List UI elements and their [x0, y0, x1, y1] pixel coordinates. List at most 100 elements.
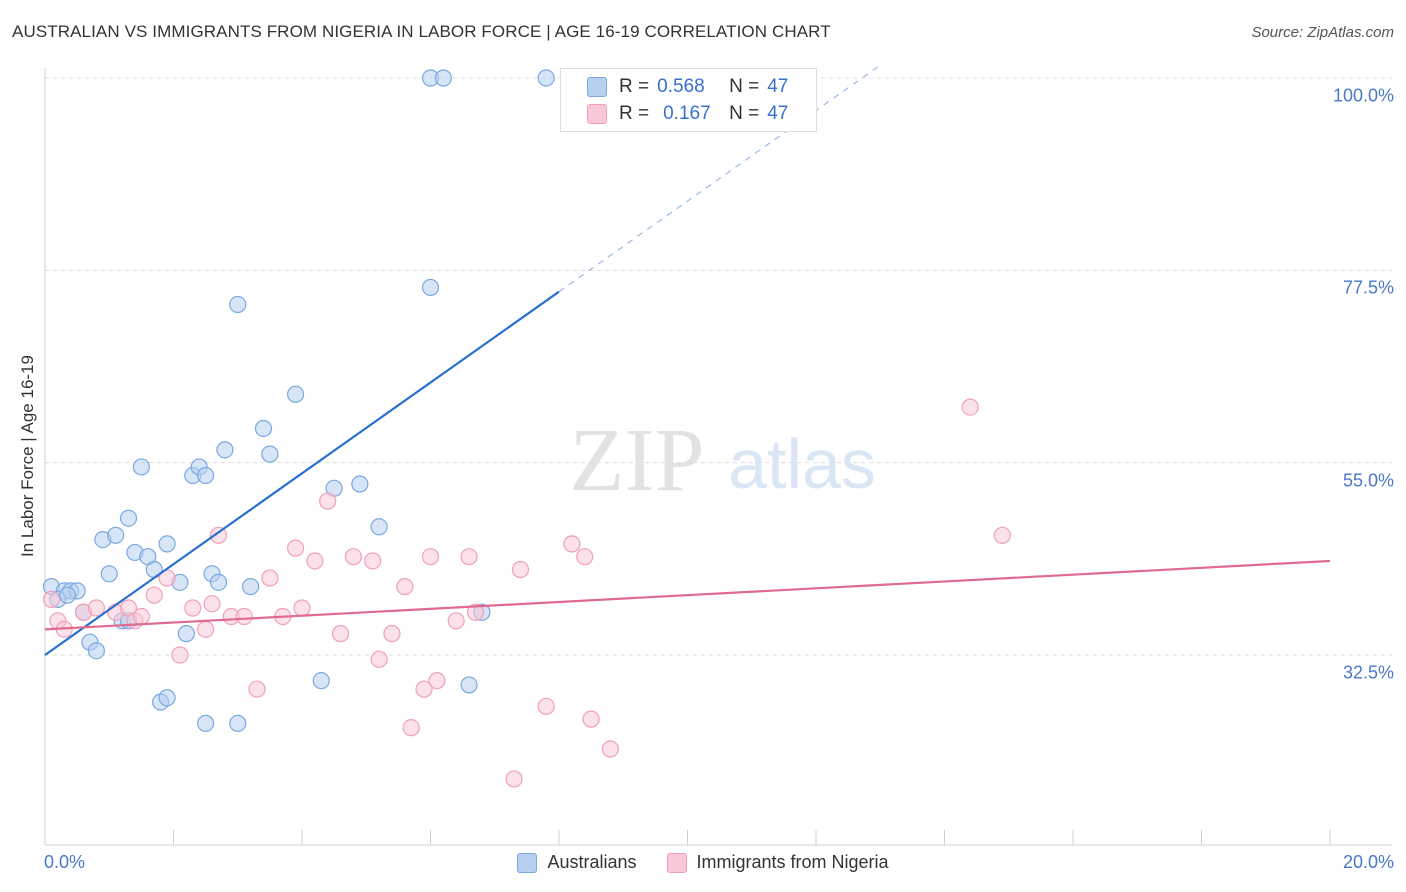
legend-row-nigeria: R = 0.167 N = 47: [587, 102, 788, 126]
point-australians: [177, 625, 195, 643]
point-australians: [261, 445, 279, 463]
y-tick-label: 77.5%: [1342, 277, 1394, 298]
point-nigeria: [447, 612, 465, 630]
legend-r-value: 0.167: [663, 103, 711, 124]
point-australians: [58, 586, 77, 604]
point-australians: [254, 419, 273, 438]
point-australians: [119, 509, 138, 527]
point-nigeria: [511, 560, 530, 579]
legend-n-label: N =: [729, 103, 760, 124]
point-australians: [434, 69, 452, 87]
point-australians: [537, 69, 555, 87]
legend-r-label: R =: [619, 76, 650, 97]
y-axis-label: In Labor Force | Age 16-19: [18, 355, 37, 557]
point-australians: [158, 535, 176, 553]
point-nigeria: [145, 586, 163, 604]
point-nigeria: [370, 650, 388, 668]
point-nigeria: [171, 646, 189, 664]
point-australians: [209, 573, 228, 591]
point-australians: [216, 441, 234, 459]
point-nigeria: [331, 625, 350, 643]
point-nigeria: [460, 548, 478, 566]
point-australians: [100, 565, 118, 583]
source-label: Source: ZipAtlas.com: [1251, 24, 1394, 41]
point-nigeria: [563, 535, 581, 553]
point-nigeria: [203, 595, 221, 613]
point-nigeria: [184, 599, 202, 617]
watermark-atlas: atlas: [728, 425, 876, 503]
watermark: ZIP atlas: [570, 411, 876, 510]
legend-swatch-nigeria: [587, 104, 607, 124]
legend-row-australians: R = 0.568 N = 47: [587, 75, 788, 99]
point-australians: [229, 714, 247, 732]
axes: [44, 68, 1392, 846]
legend-n-label: N =: [729, 76, 760, 97]
point-nigeria: [158, 569, 176, 587]
y-tick-label: 55.0%: [1342, 470, 1394, 491]
legend-swatch-australians: [517, 852, 538, 873]
legend-label-australians: Australians: [547, 852, 637, 872]
point-nigeria: [537, 697, 555, 715]
point-nigeria: [364, 552, 382, 570]
point-australians: [351, 475, 369, 493]
point-nigeria: [209, 526, 228, 544]
point-nigeria: [601, 740, 620, 758]
trendline-australians: [44, 290, 560, 656]
y-tick-label: 32.5%: [1342, 662, 1394, 683]
point-australians: [421, 278, 440, 297]
point-australians: [370, 518, 388, 536]
point-australians: [460, 676, 478, 694]
point-nigeria: [383, 625, 401, 643]
point-nigeria: [421, 548, 440, 566]
trendlines: [44, 64, 1331, 656]
point-nigeria: [466, 603, 485, 621]
legend-swatch-nigeria: [666, 852, 687, 873]
trendline-nigeria: [44, 559, 1331, 631]
point-nigeria: [197, 620, 215, 638]
point-nigeria: [87, 599, 106, 617]
point-australians: [229, 295, 247, 314]
x-tick-label-max: 20.0%: [1342, 852, 1394, 872]
point-nigeria: [132, 607, 150, 626]
point-nigeria: [582, 710, 600, 728]
point-nigeria: [286, 539, 305, 557]
legend-swatch-australians: [587, 77, 607, 97]
y-tick-label: 100.0%: [1332, 85, 1394, 106]
point-nigeria: [396, 578, 414, 596]
point-nigeria: [42, 590, 61, 609]
trendline-australians-extension: [558, 64, 881, 293]
series-legend: Australians Immigrants from Nigeria: [0, 852, 1406, 873]
point-australians: [158, 689, 176, 707]
legend-n-value: 47: [767, 103, 789, 124]
legend-item-australians[interactable]: Australians: [517, 852, 637, 873]
legend-r-value: 0.568: [657, 76, 705, 97]
legend-item-nigeria[interactable]: Immigrants from Nigeria: [666, 852, 889, 873]
point-australians: [286, 385, 305, 403]
series-australians: [42, 69, 555, 732]
point-nigeria: [415, 680, 433, 698]
legend-r-label: R =: [619, 103, 650, 124]
point-australians: [197, 466, 215, 485]
point-nigeria: [248, 680, 266, 698]
point-nigeria: [402, 719, 420, 737]
point-nigeria: [293, 599, 311, 617]
point-nigeria: [261, 569, 279, 587]
point-nigeria: [961, 398, 979, 416]
point-australians: [132, 458, 150, 476]
legend-label-nigeria: Immigrants from Nigeria: [696, 852, 889, 872]
point-nigeria: [319, 492, 337, 510]
point-australians: [242, 578, 260, 596]
point-nigeria: [306, 552, 324, 570]
correlation-legend: R = 0.568 N = 47 R = 0.167 N = 47: [560, 68, 817, 132]
point-nigeria: [576, 548, 594, 566]
chart-title: AUSTRALIAN VS IMMIGRANTS FROM NIGERIA IN…: [12, 22, 831, 41]
point-australians: [107, 526, 125, 544]
point-nigeria: [505, 770, 523, 788]
watermark-zip: ZIP: [570, 411, 705, 510]
legend-n-value: 47: [767, 76, 789, 97]
point-nigeria: [235, 607, 253, 626]
point-australians: [312, 672, 330, 690]
point-nigeria: [993, 526, 1011, 544]
point-australians: [197, 714, 215, 732]
